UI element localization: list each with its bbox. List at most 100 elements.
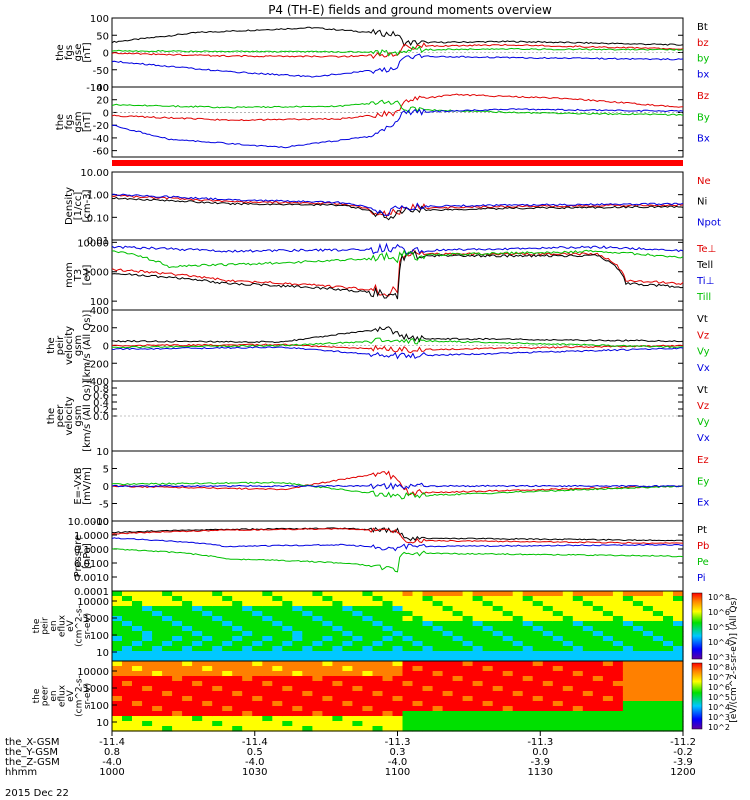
spectrogram-cell	[442, 701, 454, 707]
spectrogram-cell	[182, 671, 193, 677]
spectrogram-cell	[663, 596, 674, 602]
spectrogram-cell	[642, 726, 654, 732]
legend-Te⊥: Te⊥	[696, 244, 716, 255]
spectrogram-cell	[132, 636, 143, 642]
spectrogram-cell	[192, 696, 203, 702]
spectrogram-cell	[322, 641, 333, 647]
y-tick-label: 10000	[77, 238, 109, 249]
spectrogram-cell	[532, 681, 544, 687]
spectrogram-cell	[302, 706, 313, 712]
spectrogram-cell	[222, 706, 233, 712]
spectrogram-cell	[162, 641, 173, 647]
spectrogram-cell	[472, 651, 484, 657]
spectrogram-cell	[512, 636, 524, 642]
spectrogram-cell	[212, 591, 223, 597]
legend-Vt: Vt	[697, 314, 708, 325]
spectrogram-cell	[562, 716, 574, 722]
spectrogram-cell	[142, 646, 153, 652]
spectrogram-cell	[512, 716, 524, 722]
y-axis-label: [cm-3]	[82, 189, 93, 222]
spectrogram-cell	[432, 621, 444, 627]
spectrogram-cell	[122, 661, 133, 667]
colorbar-tick-label: 10^5	[708, 693, 730, 702]
spectrogram-cell	[262, 671, 273, 677]
spectrogram-cell	[272, 701, 283, 707]
y-axis-label: fgs	[64, 114, 75, 129]
spectrogram-cell	[472, 706, 484, 712]
spectrogram-cell	[612, 606, 624, 612]
spectrogram-cell	[492, 616, 504, 622]
spectrogram-cell	[132, 631, 143, 637]
spectrogram-cell	[452, 631, 464, 637]
spectrogram-cell	[673, 711, 684, 717]
y-tick-label: 100	[90, 14, 109, 25]
spectrogram-cell	[442, 716, 454, 722]
spectrogram-cell	[673, 716, 684, 722]
spectrogram-cell	[172, 676, 183, 682]
spectrogram-cell	[452, 701, 464, 707]
spectrogram-cell	[542, 691, 554, 697]
spectrogram-cell	[412, 611, 424, 617]
spectrogram-cell	[322, 616, 333, 622]
spectrogram-cell	[542, 721, 554, 727]
spectrogram-cell	[242, 696, 253, 702]
spectrogram-cell	[602, 611, 614, 617]
spectrogram-cell	[112, 716, 123, 722]
spectrogram-cell	[142, 676, 153, 682]
spectrogram-cell	[602, 616, 614, 622]
spectrogram-cell	[402, 701, 414, 707]
spectrogram-cell	[152, 726, 163, 732]
spectrogram-cell	[182, 636, 193, 642]
spectrogram-cell	[362, 646, 373, 652]
spectrogram-cell	[462, 636, 474, 642]
spectrogram-cell	[673, 666, 684, 672]
x-tick-label: 0.3	[390, 747, 406, 758]
spectrogram-cell	[412, 716, 424, 722]
spectrogram-cell	[362, 686, 373, 692]
x-tick-label: -11.3	[385, 737, 411, 748]
spectrogram-cell	[502, 676, 514, 682]
spectrogram-cell	[622, 616, 634, 622]
spectrogram-cell	[182, 631, 193, 637]
spectrogram-cell	[532, 691, 544, 697]
spectrogram-cell	[602, 596, 614, 602]
y-tick-label: 10	[96, 648, 109, 659]
spectrogram-cell	[372, 641, 384, 647]
spectrogram-cell	[482, 671, 494, 677]
spectrogram-cell	[602, 606, 614, 612]
spectrogram-cell	[572, 601, 584, 607]
spectrogram-cell	[492, 706, 504, 712]
spectrogram-cell	[663, 691, 674, 697]
spectrogram-cell	[673, 686, 684, 692]
spectrogram-cell	[212, 621, 223, 627]
spectrogram-cell	[532, 631, 544, 637]
spectrogram-cell	[312, 631, 323, 637]
spectrogram-cell	[422, 666, 434, 672]
spectrogram-cell	[282, 686, 293, 692]
spectrogram-cell	[562, 591, 574, 597]
spectrogram-cell	[562, 711, 574, 717]
legend-Vy: Vy	[697, 417, 710, 428]
spectrogram-cell	[152, 646, 163, 652]
spectrogram-cell	[332, 636, 343, 642]
spectrogram-cell	[452, 671, 464, 677]
spectrogram-cell	[492, 716, 504, 722]
spectrogram-cell	[542, 671, 554, 677]
spectrogram-cell	[412, 661, 424, 667]
spectrogram-cell	[442, 721, 454, 727]
spectrogram-cell	[132, 606, 143, 612]
spectrogram-cell	[542, 606, 554, 612]
spectrogram-cell	[132, 666, 143, 672]
spectrogram-cell	[472, 591, 484, 597]
spectrogram-cell	[442, 636, 454, 642]
spectrogram-cell	[112, 626, 123, 632]
spectrogram-peir-eflux: 10000100010010thepeirenefluxeV(cm^2-s-sr…	[32, 590, 730, 662]
spectrogram-cell	[382, 726, 394, 732]
spectrogram-cell	[152, 701, 163, 707]
spectrogram-cell	[272, 711, 283, 717]
y-tick-label: 0	[103, 108, 109, 119]
spectrogram-cell	[552, 661, 564, 667]
spectrogram-cell	[182, 681, 193, 687]
spectrogram-cell	[582, 606, 594, 612]
spectrogram-cell	[292, 701, 303, 707]
